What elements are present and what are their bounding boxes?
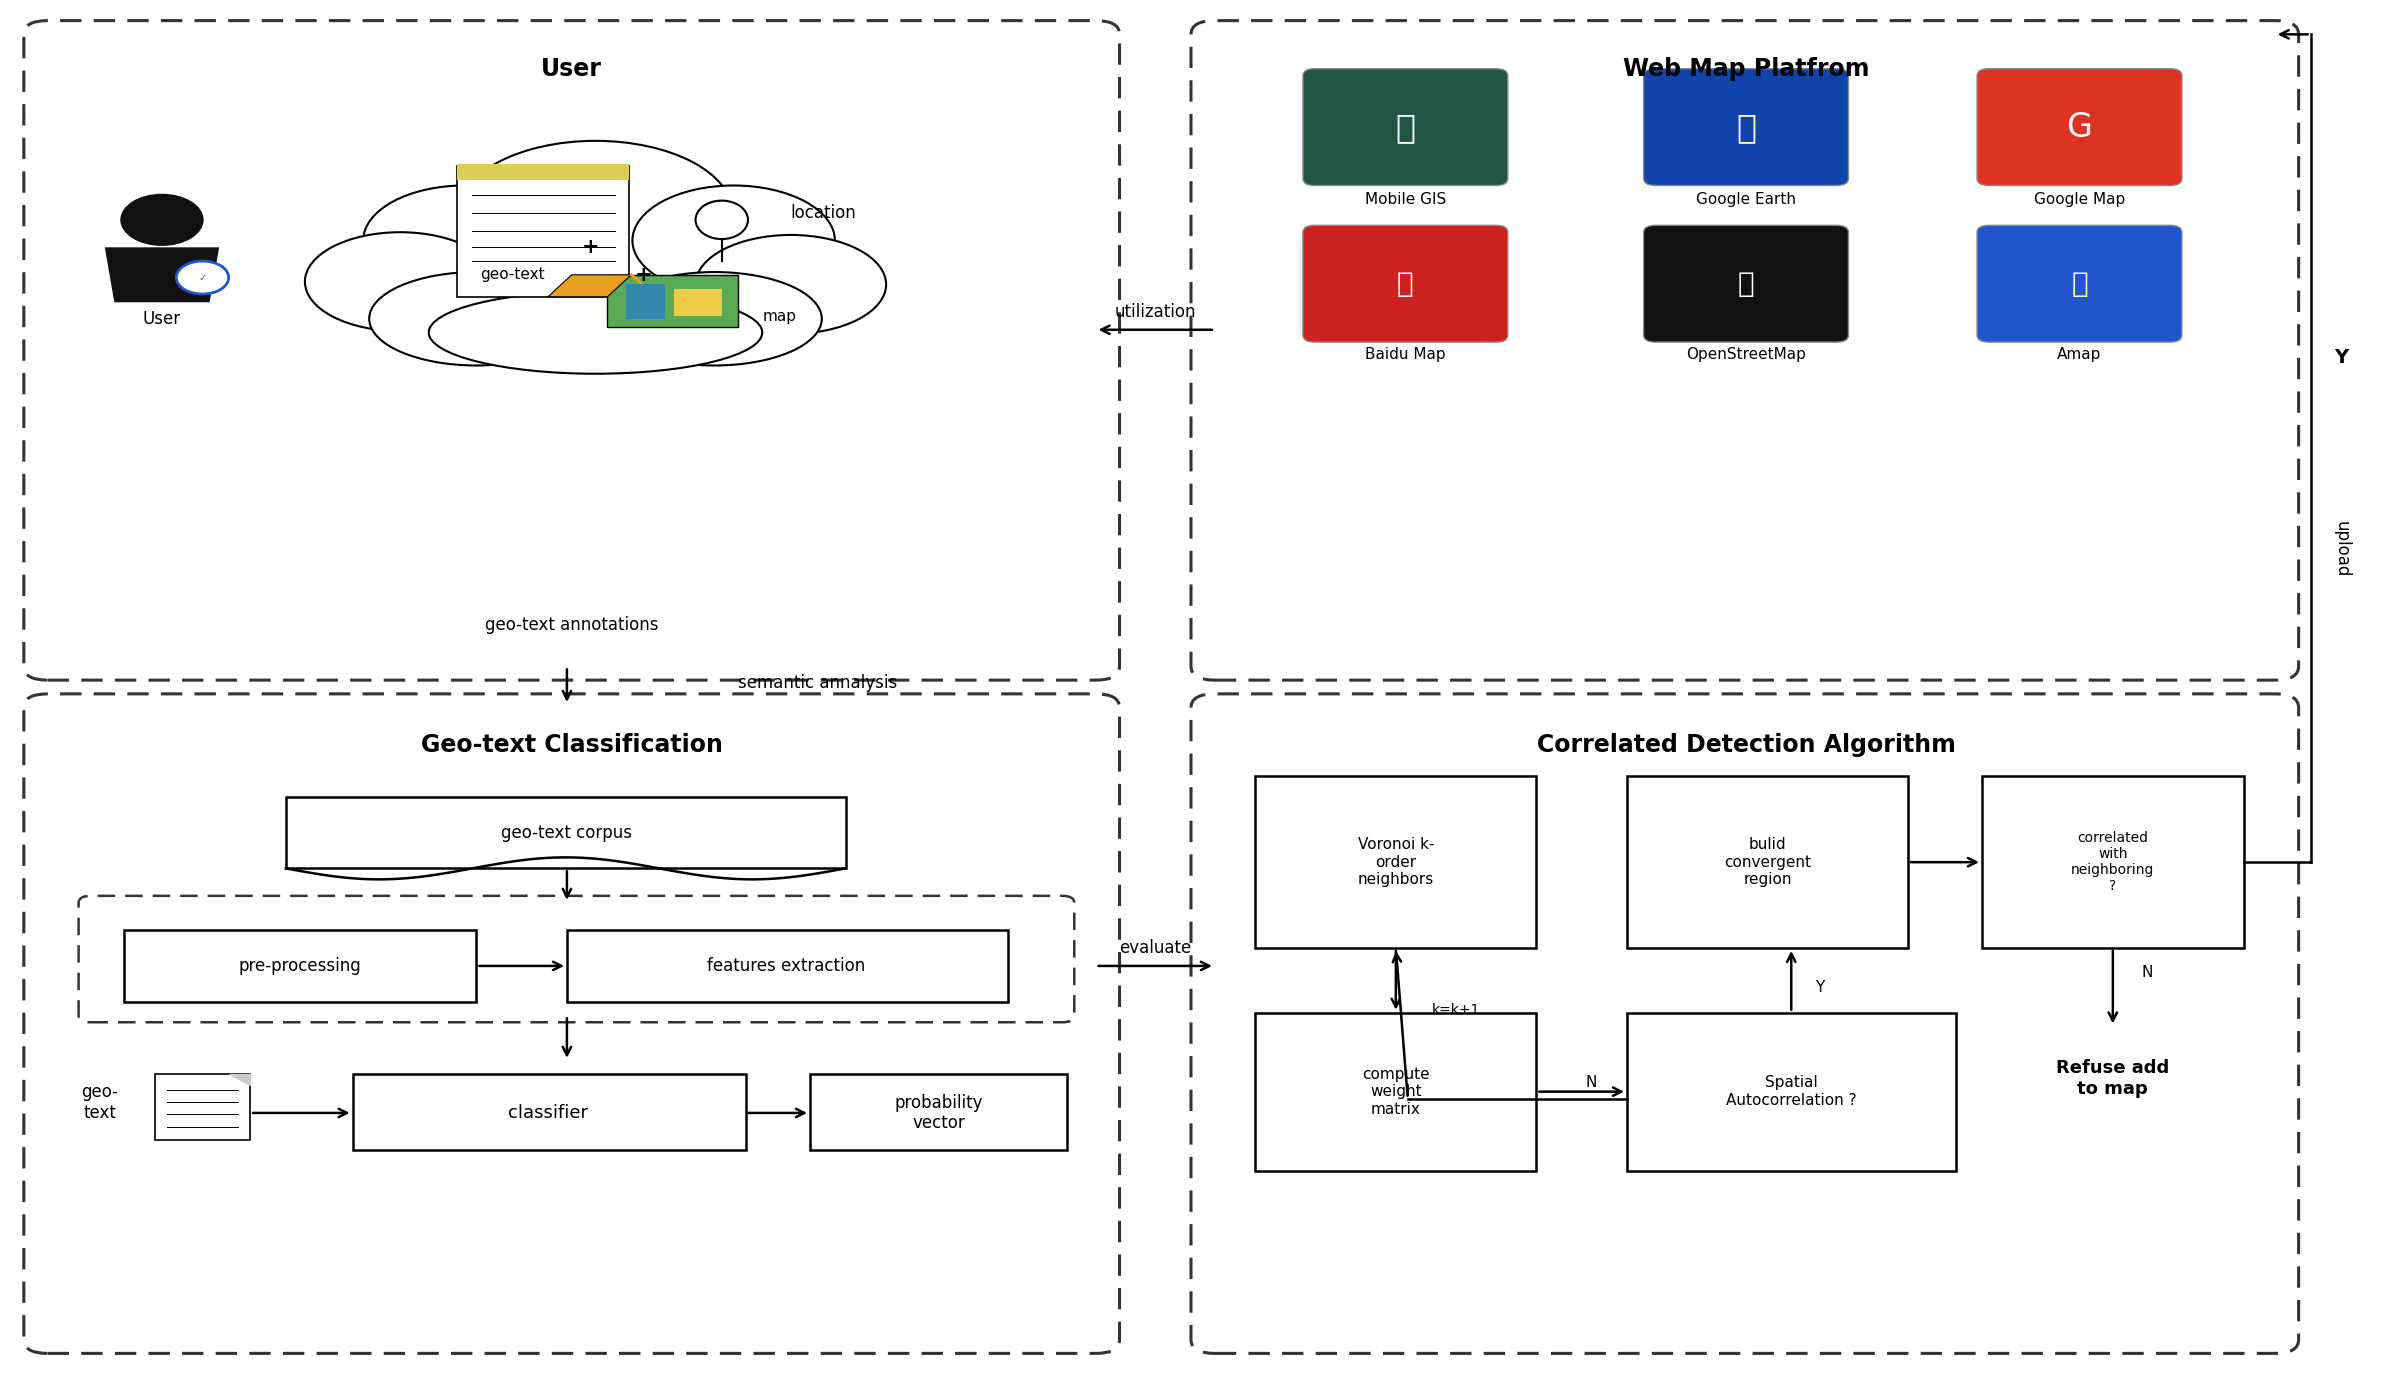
Polygon shape — [105, 247, 219, 302]
Text: geo-: geo- — [81, 1083, 119, 1102]
Ellipse shape — [696, 201, 748, 239]
Text: map: map — [762, 309, 796, 323]
Text: geo-text: geo-text — [479, 268, 545, 282]
Text: k=k+1: k=k+1 — [1432, 1003, 1479, 1017]
FancyBboxPatch shape — [1982, 776, 2244, 948]
Text: 🌐: 🌐 — [1736, 111, 1756, 144]
Text: text: text — [83, 1103, 117, 1123]
Text: G: G — [2068, 111, 2091, 144]
FancyBboxPatch shape — [1255, 776, 1536, 948]
Text: Web Map Platfrom: Web Map Platfrom — [1622, 56, 1870, 81]
FancyBboxPatch shape — [1644, 225, 1848, 342]
Text: N: N — [1586, 1074, 1596, 1090]
Text: User: User — [541, 56, 603, 81]
Text: semantic annalysis: semantic annalysis — [738, 673, 898, 692]
Text: Baidu Map: Baidu Map — [1365, 348, 1446, 361]
FancyBboxPatch shape — [1303, 69, 1508, 185]
Text: correlated
with
neighboring
?: correlated with neighboring ? — [2070, 831, 2156, 893]
Text: +: + — [634, 265, 653, 284]
FancyBboxPatch shape — [155, 1074, 250, 1140]
FancyBboxPatch shape — [1977, 225, 2182, 342]
Text: utilization: utilization — [1115, 302, 1196, 322]
Text: upload: upload — [2332, 521, 2351, 578]
Ellipse shape — [176, 261, 229, 294]
Text: Amap: Amap — [2058, 348, 2101, 361]
Text: bulid
convergent
region: bulid convergent region — [1725, 837, 1810, 888]
FancyBboxPatch shape — [353, 1074, 746, 1150]
Ellipse shape — [457, 142, 734, 286]
Text: Y: Y — [1815, 981, 1825, 995]
Text: features extraction: features extraction — [707, 956, 865, 976]
FancyBboxPatch shape — [1644, 69, 1848, 185]
FancyBboxPatch shape — [457, 164, 629, 180]
FancyBboxPatch shape — [1255, 1013, 1536, 1171]
Text: probability
vector: probability vector — [893, 1094, 984, 1132]
Text: compute
weight
matrix: compute weight matrix — [1363, 1066, 1429, 1117]
Text: 📱: 📱 — [1396, 111, 1415, 144]
Ellipse shape — [631, 185, 834, 295]
FancyBboxPatch shape — [1977, 69, 2182, 185]
FancyBboxPatch shape — [810, 1074, 1067, 1150]
Polygon shape — [229, 1074, 250, 1085]
Text: Google Earth: Google Earth — [1696, 192, 1796, 206]
Text: Voronoi k-
order
neighbors: Voronoi k- order neighbors — [1358, 837, 1434, 888]
FancyBboxPatch shape — [674, 289, 722, 316]
Text: User: User — [143, 309, 181, 328]
Text: Mobile GIS: Mobile GIS — [1365, 192, 1446, 206]
Text: 🔍: 🔍 — [1739, 271, 1753, 298]
Text: classifier: classifier — [507, 1103, 588, 1123]
Text: ✓: ✓ — [198, 272, 207, 283]
Text: geo-text annotations: geo-text annotations — [486, 616, 657, 635]
Text: Geo-text Classification: Geo-text Classification — [422, 732, 722, 757]
Text: location: location — [791, 203, 858, 223]
Ellipse shape — [119, 194, 205, 246]
Text: pre-processing: pre-processing — [238, 956, 362, 976]
FancyBboxPatch shape — [567, 930, 1008, 1002]
Text: Correlated Detection Algorithm: Correlated Detection Algorithm — [1536, 732, 1956, 757]
Ellipse shape — [362, 185, 567, 295]
Text: evaluate: evaluate — [1120, 938, 1191, 958]
Ellipse shape — [305, 232, 495, 331]
Polygon shape — [548, 275, 631, 297]
FancyBboxPatch shape — [457, 166, 629, 297]
FancyBboxPatch shape — [1303, 225, 1508, 342]
Text: OpenStreetMap: OpenStreetMap — [1686, 348, 1806, 361]
Text: Y: Y — [2334, 348, 2349, 367]
Text: geo-text corpus: geo-text corpus — [503, 823, 631, 842]
Ellipse shape — [696, 235, 886, 334]
Text: 高: 高 — [2072, 271, 2087, 298]
FancyBboxPatch shape — [1627, 1013, 1956, 1171]
FancyBboxPatch shape — [626, 284, 665, 319]
Ellipse shape — [607, 272, 822, 365]
Ellipse shape — [369, 272, 584, 365]
Text: Spatial
Autocorrelation ?: Spatial Autocorrelation ? — [1727, 1076, 1856, 1107]
FancyBboxPatch shape — [1627, 776, 1908, 948]
FancyBboxPatch shape — [286, 797, 846, 868]
Text: N: N — [2141, 966, 2153, 980]
Text: Refuse add
to map: Refuse add to map — [2056, 1059, 2170, 1098]
Text: 百: 百 — [1398, 271, 1413, 298]
Text: +: + — [581, 238, 600, 257]
FancyBboxPatch shape — [124, 930, 476, 1002]
Ellipse shape — [429, 291, 762, 374]
Text: Google Map: Google Map — [2034, 192, 2125, 206]
FancyBboxPatch shape — [607, 275, 738, 327]
